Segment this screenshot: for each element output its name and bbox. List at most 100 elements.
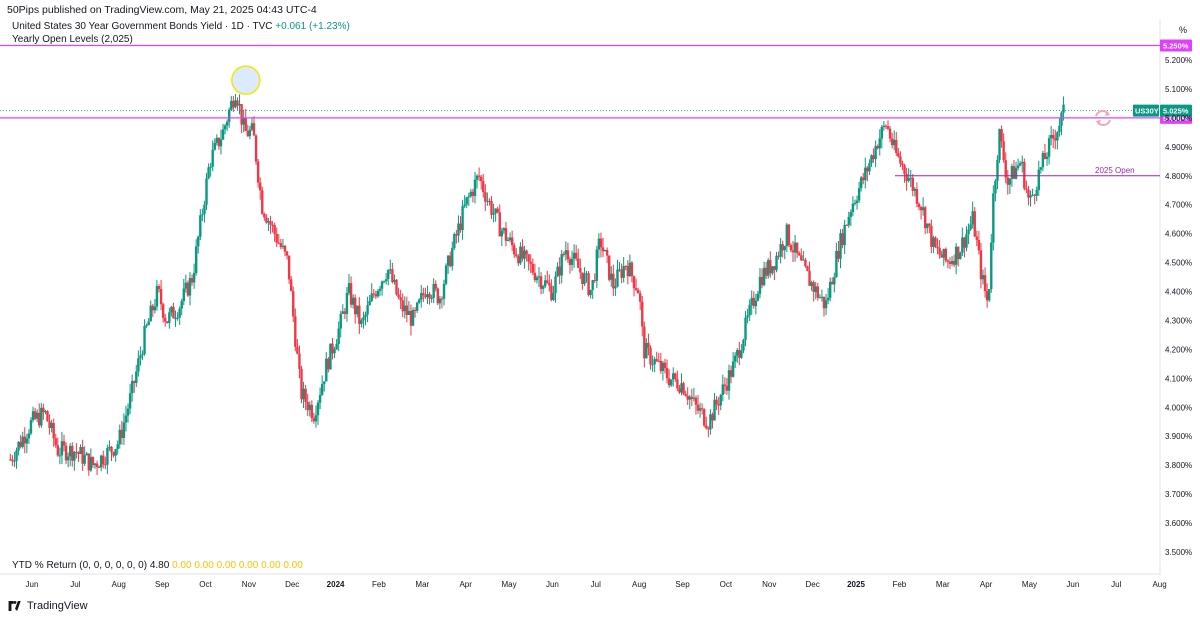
candle-body	[878, 138, 881, 149]
candle-body	[990, 242, 993, 289]
candle-body	[273, 225, 276, 234]
candle-body	[263, 213, 266, 218]
candle-body	[882, 125, 886, 128]
candle-body	[539, 276, 543, 289]
candle-body	[99, 455, 103, 468]
refresh-icon[interactable]	[1095, 110, 1111, 126]
candle-body	[913, 188, 917, 191]
candle-body	[969, 224, 972, 230]
candle-body	[907, 178, 910, 181]
symbol-title[interactable]: United States 30 Year Government Bonds Y…	[12, 21, 273, 32]
candle-body	[473, 179, 477, 196]
candle-body	[83, 455, 86, 464]
candle-body	[112, 452, 115, 456]
candle-body	[775, 255, 778, 271]
candle-body	[1052, 135, 1055, 139]
candle-body	[448, 255, 452, 267]
tradingview-logo-icon	[8, 601, 21, 611]
candle-body	[232, 100, 235, 108]
x-tick-label: May	[1022, 580, 1037, 589]
candle-body	[674, 373, 677, 380]
candle-body	[54, 438, 57, 446]
candle-body	[128, 393, 132, 409]
candle-body	[866, 167, 869, 172]
candle-body	[457, 223, 460, 236]
candle-body	[682, 383, 685, 394]
candle-body	[85, 453, 88, 456]
candle-body	[230, 100, 233, 110]
candle-body	[529, 261, 532, 264]
candle-body	[938, 248, 941, 255]
candle-body	[510, 237, 514, 246]
candle-body	[339, 313, 342, 329]
candle-body	[250, 123, 254, 130]
candle-body	[199, 215, 202, 237]
candle-body	[1004, 160, 1007, 178]
candle-body	[159, 288, 163, 305]
candle-body	[820, 296, 824, 298]
candle-body	[552, 292, 555, 300]
candle-body	[502, 228, 506, 231]
candle-body	[527, 254, 530, 262]
refresh-icon-arrow-bottom	[1096, 120, 1101, 125]
candle-body	[184, 282, 188, 289]
candle-body	[296, 346, 299, 354]
candle-body	[211, 149, 214, 167]
candle-body	[521, 246, 524, 259]
ytd-value-3: 0.00	[216, 560, 237, 571]
candle-body	[742, 339, 745, 351]
candle-body	[306, 401, 309, 411]
candle-body	[738, 349, 741, 358]
candles	[9, 94, 1065, 476]
candle-body	[21, 436, 24, 447]
candle-body	[66, 456, 70, 461]
candle-body	[153, 306, 157, 311]
candle-body	[19, 441, 22, 447]
y-tick-label: 3.900%	[1165, 432, 1192, 441]
x-tick-label: Sep	[155, 580, 170, 589]
candle-body	[182, 288, 185, 302]
y-tick-label: 4.000%	[1165, 403, 1192, 412]
candle-body	[1006, 177, 1009, 185]
candle-body	[591, 280, 594, 290]
candle-body	[38, 412, 41, 426]
x-tick-label: Feb	[372, 580, 386, 589]
candle-body	[203, 204, 206, 215]
candle-body	[389, 269, 392, 271]
candle-body	[461, 206, 464, 231]
candle-body	[451, 248, 454, 267]
candle-body	[333, 349, 336, 354]
candle-body	[767, 260, 770, 276]
candle-body	[477, 175, 481, 177]
candle-body	[300, 368, 303, 400]
candle-body	[147, 321, 150, 326]
candle-body	[853, 202, 857, 204]
candle-body	[657, 360, 660, 362]
x-axis[interactable]: Jun Jul Aug Sep Oct Nov Dec 2024 Feb Mar Apr May Jun…	[26, 580, 1167, 589]
footer-brand[interactable]: TradingView	[7, 600, 88, 612]
candle-body	[692, 397, 696, 399]
indicator-title[interactable]: Yearly Open Levels (2,025)	[12, 34, 133, 45]
y-axis[interactable]: 5.200% 5.100% 5.000% 4.900% 4.800% 4.700% 4.60…	[1165, 56, 1192, 557]
candle-body	[426, 293, 429, 298]
candle-body	[711, 414, 714, 421]
candle-body	[994, 180, 997, 194]
candle-body	[579, 267, 582, 273]
candle-body	[709, 414, 712, 430]
candle-body	[546, 280, 549, 283]
candle-body	[568, 259, 572, 265]
candle-body	[180, 301, 183, 309]
level-price-label: 5.250%	[1163, 42, 1189, 51]
candle-body	[155, 286, 159, 307]
candle-body	[506, 240, 510, 242]
y-tick-label: 4.900%	[1165, 143, 1192, 152]
candle-body	[593, 280, 596, 282]
ytd-label[interactable]: YTD % Return (0, 0, 0, 0, 0, 0)	[12, 560, 148, 571]
candle-body	[731, 361, 735, 377]
candle-body	[890, 138, 894, 146]
candle-body	[537, 276, 541, 278]
candle-body	[661, 362, 665, 372]
candle-body	[382, 281, 386, 283]
candle-body	[750, 297, 753, 305]
